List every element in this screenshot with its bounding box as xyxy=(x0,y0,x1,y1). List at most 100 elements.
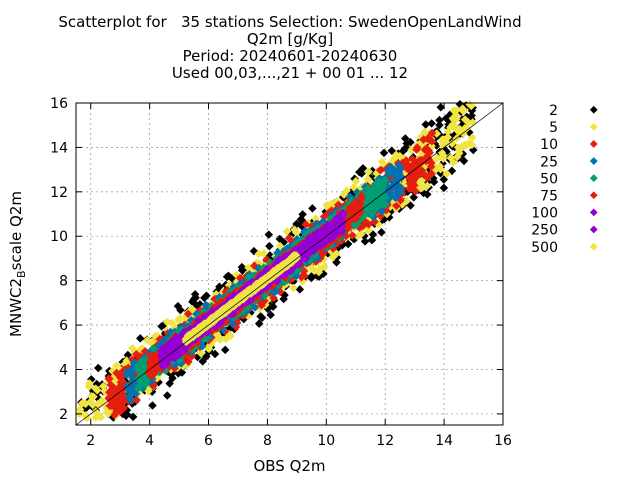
data-point xyxy=(463,117,473,127)
data-point xyxy=(332,258,341,267)
data-point xyxy=(438,135,448,144)
data-point xyxy=(291,228,301,237)
data-point xyxy=(295,285,305,294)
data-point xyxy=(364,167,373,177)
data-point xyxy=(265,241,274,251)
data-point xyxy=(91,384,100,393)
data-point xyxy=(442,169,451,178)
data-point xyxy=(254,319,264,328)
data-point xyxy=(402,159,412,169)
data-point xyxy=(183,309,193,319)
data-point xyxy=(422,144,431,153)
title-line-3: Period: 20240601-20240630 xyxy=(182,47,398,65)
data-point xyxy=(275,241,285,251)
data-point xyxy=(467,133,477,142)
data-point xyxy=(435,115,444,125)
data-point xyxy=(162,317,172,327)
data-point xyxy=(452,106,461,115)
data-point xyxy=(198,357,207,366)
data-point xyxy=(128,412,138,422)
data-point xyxy=(84,382,94,391)
data-point xyxy=(392,184,401,193)
data-point xyxy=(401,134,410,143)
data-point xyxy=(363,174,373,184)
data-point xyxy=(385,168,395,177)
data-point xyxy=(174,316,183,325)
data-point xyxy=(184,357,193,366)
data-point xyxy=(279,294,288,304)
data-point xyxy=(461,141,470,150)
data-point xyxy=(269,293,278,303)
chart-title: Scatterplot for 35 stations Selection: S… xyxy=(0,14,580,82)
data-point xyxy=(275,234,285,244)
data-point xyxy=(467,101,476,111)
data-point xyxy=(427,136,437,146)
data-point xyxy=(168,373,177,383)
data-point xyxy=(438,150,448,160)
data-point xyxy=(423,181,432,190)
data-point xyxy=(351,176,361,186)
data-point xyxy=(112,361,121,371)
data-point xyxy=(320,262,329,271)
data-point xyxy=(226,331,235,341)
data-point xyxy=(96,412,105,422)
data-point xyxy=(173,301,183,311)
data-point xyxy=(254,249,264,259)
data-point xyxy=(409,193,419,202)
data-point xyxy=(110,410,119,420)
title-line-2: Q2m [g/Kg] xyxy=(246,30,334,48)
data-point xyxy=(284,234,294,243)
data-point xyxy=(298,210,307,219)
data-point xyxy=(427,119,436,128)
title-line-4: Used 00,03,...,21 + 00 01 ... 12 xyxy=(171,64,409,82)
data-point xyxy=(123,367,132,377)
data-point xyxy=(421,171,430,180)
data-point xyxy=(148,401,157,410)
data-point xyxy=(136,334,145,343)
data-point xyxy=(259,249,269,258)
data-point xyxy=(99,381,108,391)
data-point xyxy=(395,152,405,161)
data-point xyxy=(102,408,111,417)
data-point xyxy=(115,407,125,416)
data-point xyxy=(376,165,386,175)
data-point xyxy=(367,235,377,245)
data-point xyxy=(112,368,121,378)
data-point xyxy=(132,395,141,405)
data-point xyxy=(467,140,477,150)
data-point xyxy=(104,374,113,383)
data-point xyxy=(292,271,301,281)
data-point xyxy=(397,173,406,182)
data-point xyxy=(91,413,100,422)
data-point xyxy=(421,120,430,129)
data-point xyxy=(266,310,275,320)
data-point xyxy=(81,404,90,414)
data-point xyxy=(412,143,422,152)
data-point xyxy=(447,139,457,148)
data-point xyxy=(453,143,463,152)
data-point xyxy=(432,154,442,163)
data-point xyxy=(394,160,404,170)
data-point xyxy=(200,293,209,303)
data-point xyxy=(264,230,274,239)
data-point xyxy=(435,120,444,130)
data-point xyxy=(328,253,337,262)
data-point xyxy=(307,273,316,283)
data-point xyxy=(387,146,397,155)
data-points xyxy=(75,99,478,423)
data-point xyxy=(143,335,152,345)
data-point xyxy=(309,264,318,274)
data-point xyxy=(210,349,220,359)
data-point xyxy=(220,345,230,355)
data-point xyxy=(196,348,205,358)
data-point xyxy=(379,148,389,158)
data-point xyxy=(190,290,200,299)
data-point xyxy=(439,175,449,184)
data-point xyxy=(256,312,265,321)
data-point xyxy=(452,152,462,162)
data-point xyxy=(441,114,451,123)
data-point xyxy=(407,183,416,193)
data-point xyxy=(91,407,101,416)
data-point xyxy=(86,397,95,406)
data-point xyxy=(408,154,417,164)
